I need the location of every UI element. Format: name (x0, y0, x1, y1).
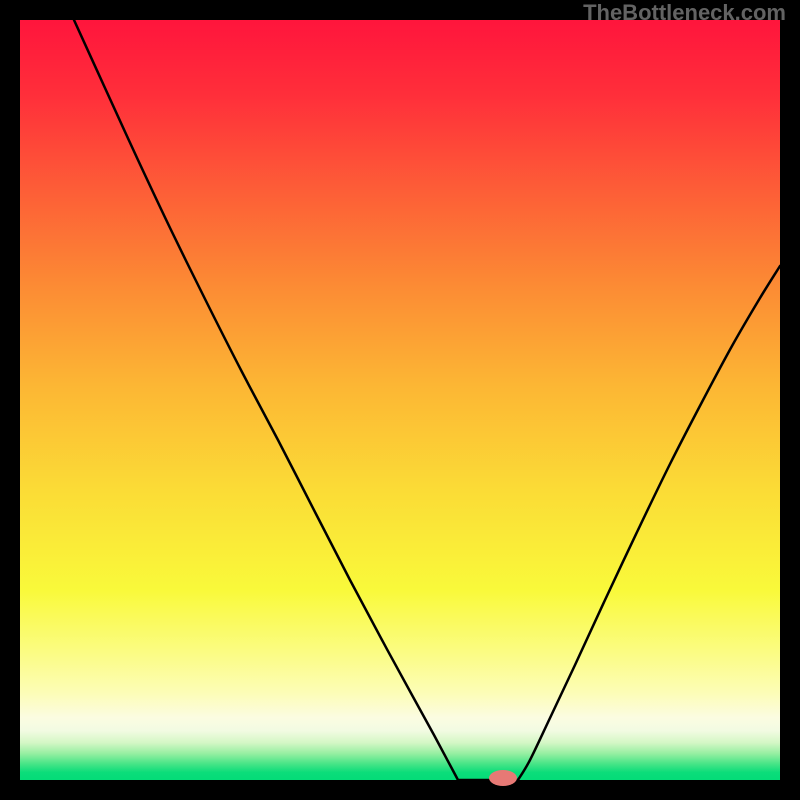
minimum-marker (0, 0, 800, 800)
watermark-text: TheBottleneck.com (583, 0, 786, 26)
chart-frame: TheBottleneck.com (0, 0, 800, 800)
